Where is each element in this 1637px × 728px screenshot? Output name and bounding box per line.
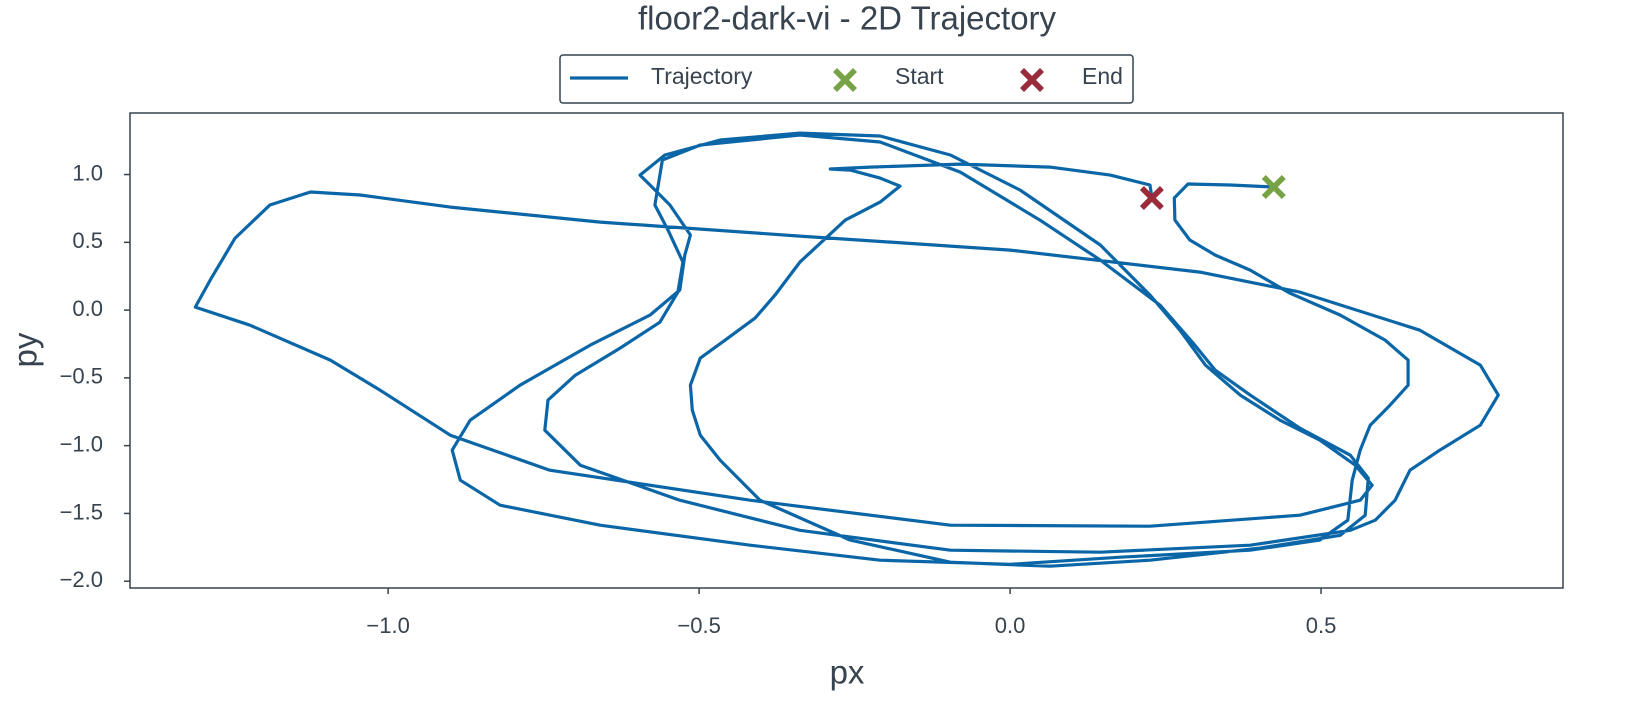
x-axis-label: px bbox=[830, 654, 865, 691]
point-marker bbox=[1261, 175, 1286, 200]
plot-frame bbox=[129, 112, 1564, 589]
y-axis-label: py bbox=[7, 332, 44, 367]
y-tick-label: −1.0 bbox=[60, 431, 103, 456]
legend-swatch bbox=[833, 68, 857, 92]
legend-label: Start bbox=[895, 63, 944, 89]
trajectory-line bbox=[193, 131, 1500, 568]
y-tick-label: 0.0 bbox=[72, 296, 103, 321]
legend-label: Trajectory bbox=[651, 63, 753, 89]
chart-title: floor2-dark-vi - 2D Trajectory bbox=[638, 0, 1057, 37]
y-tick-label: −2.0 bbox=[60, 567, 103, 592]
x-tick-label: 0.0 bbox=[995, 613, 1026, 638]
x-tick-label: 0.5 bbox=[1306, 613, 1337, 638]
y-tick-label: −0.5 bbox=[60, 364, 103, 389]
point-marker bbox=[1139, 185, 1164, 210]
x-tick-label: −0.5 bbox=[677, 613, 720, 638]
x-tick-label: −1.0 bbox=[366, 613, 409, 638]
y-tick-label: −1.5 bbox=[60, 499, 103, 524]
y-tick-label: 1.0 bbox=[72, 160, 103, 185]
y-tick-label: 0.5 bbox=[72, 228, 103, 253]
legend-swatch bbox=[1020, 68, 1044, 92]
legend-label: End bbox=[1082, 63, 1123, 89]
